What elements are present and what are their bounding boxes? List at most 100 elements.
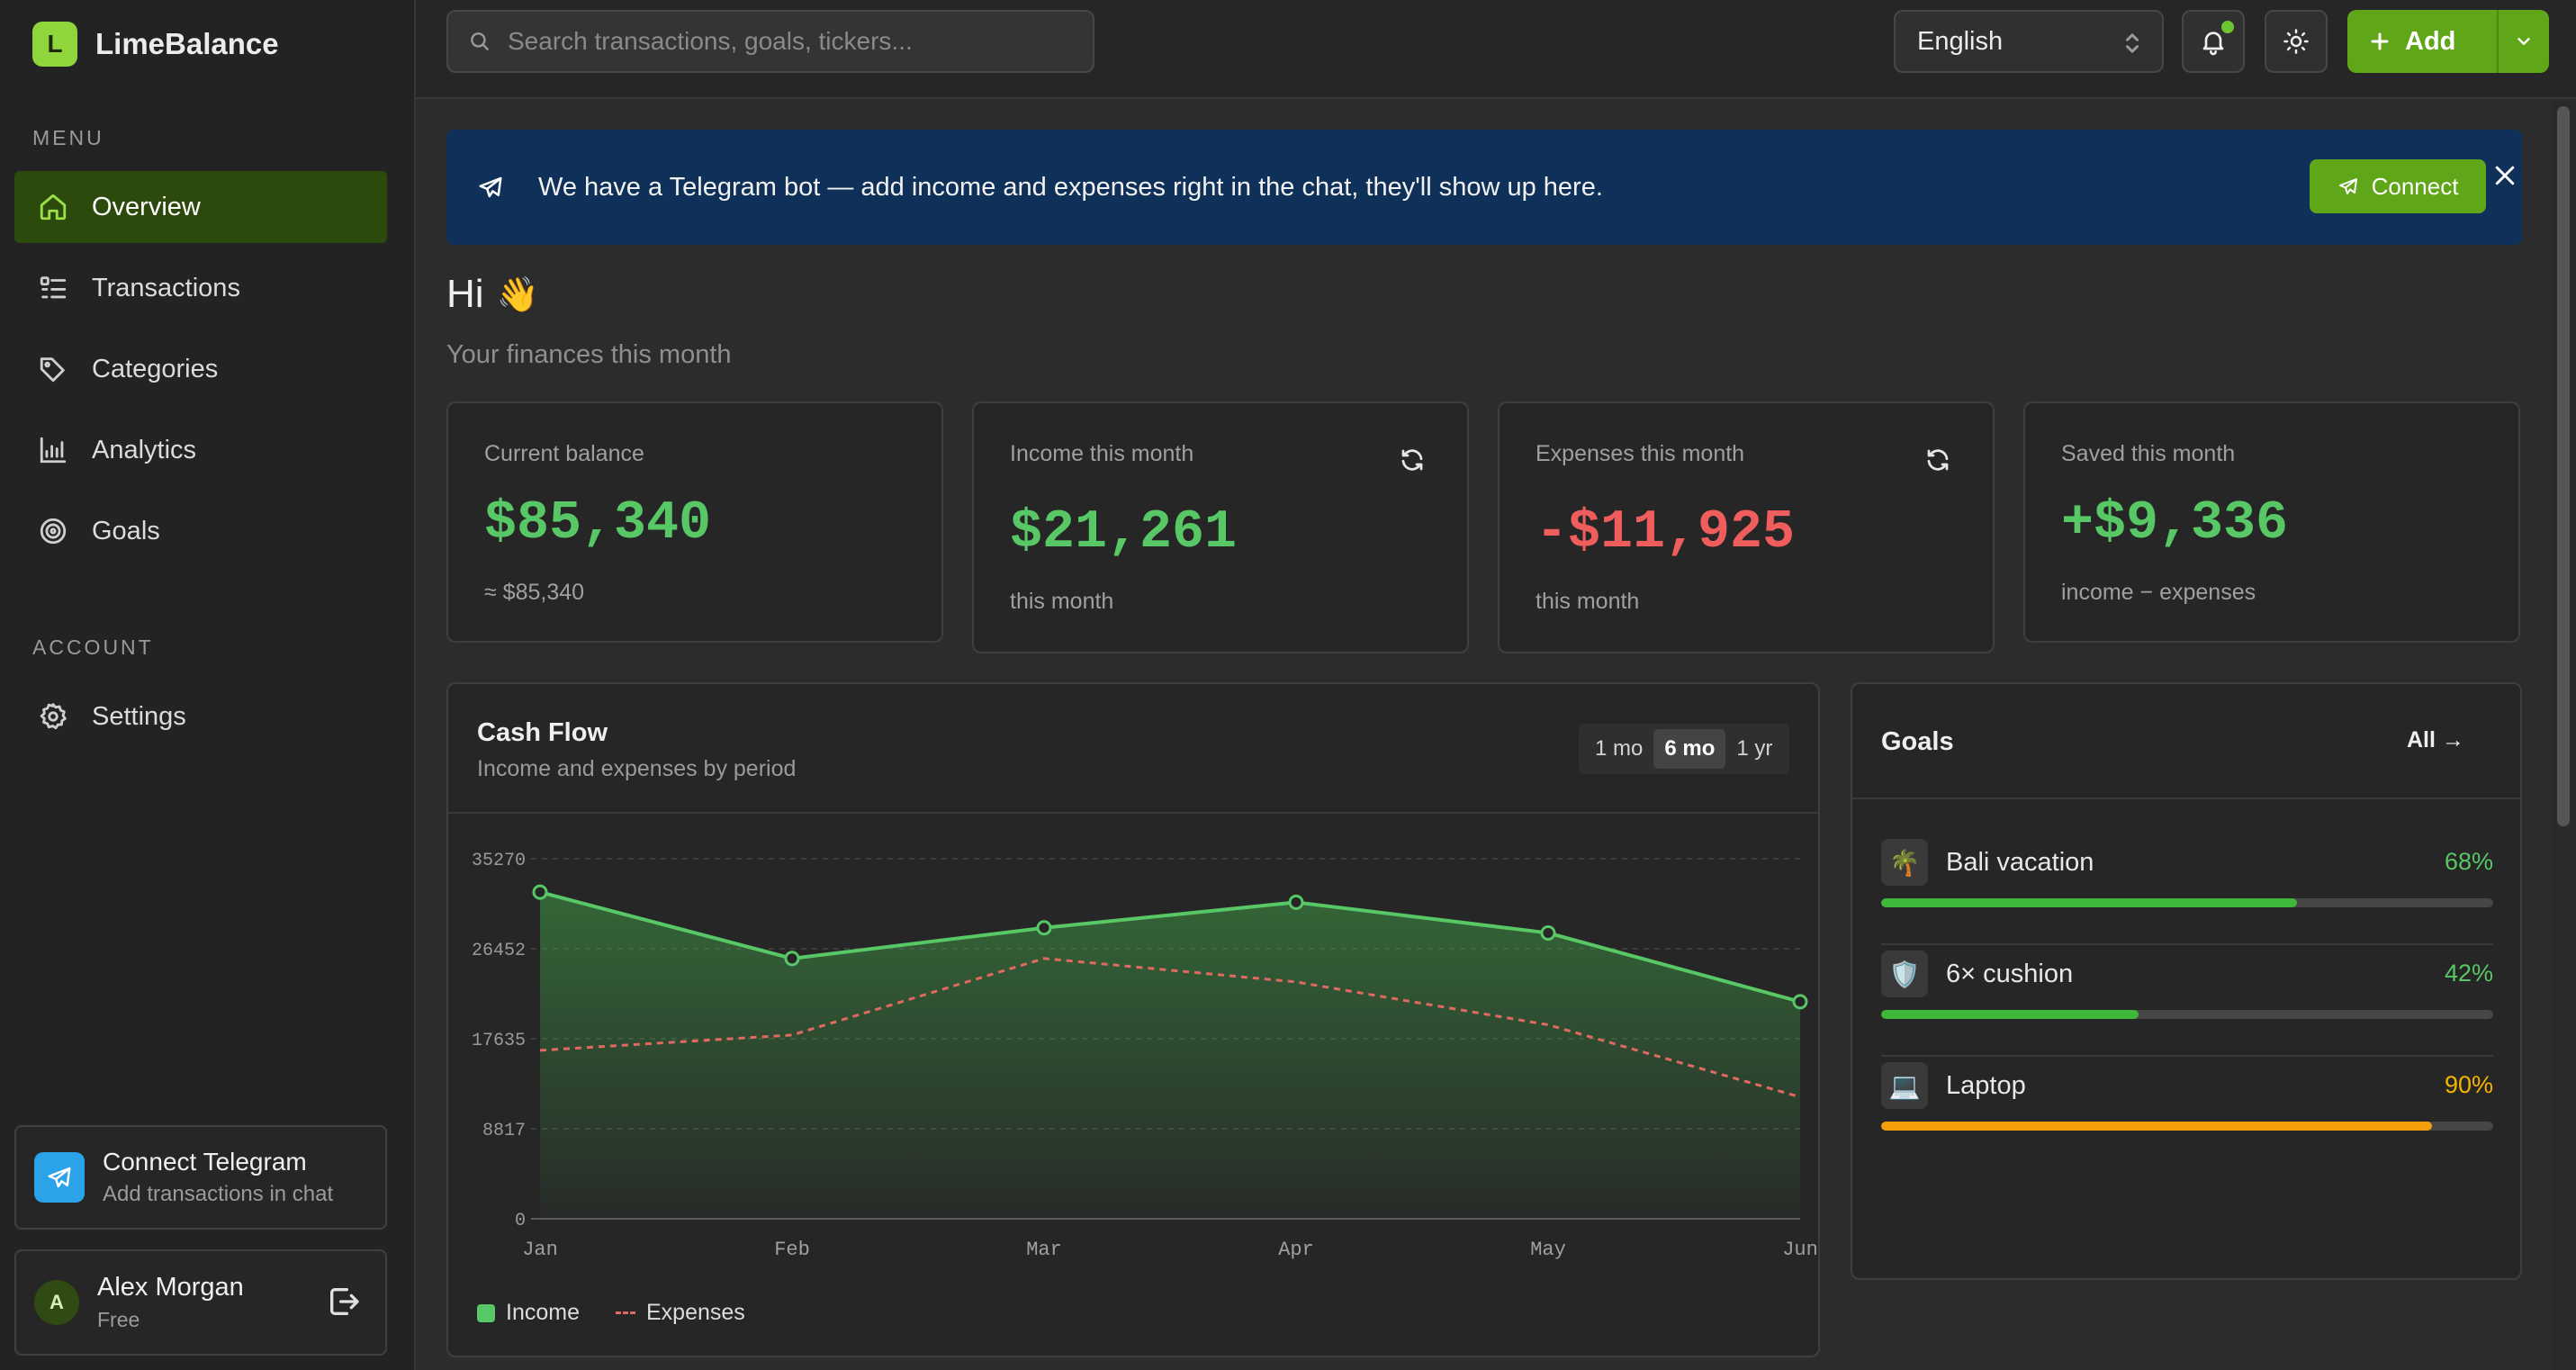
stat-sub: income − expenses bbox=[2061, 580, 2256, 605]
logout-icon bbox=[330, 1288, 359, 1315]
waving-hand-icon: 👋 bbox=[496, 274, 539, 314]
stat-sub: this month bbox=[1010, 589, 1114, 614]
greeting-text: Hi bbox=[446, 272, 484, 316]
sidebar-item-settings[interactable]: Settings bbox=[14, 680, 387, 753]
stat-label: Saved this month bbox=[2061, 441, 2236, 466]
x-tick-label: Apr bbox=[1278, 1239, 1314, 1261]
stat-value: $21,261 bbox=[1010, 502, 1238, 563]
x-tick-label: Jun bbox=[1782, 1239, 1818, 1261]
x-tick-label: May bbox=[1530, 1239, 1566, 1261]
sidebar-item-label: Overview bbox=[92, 192, 201, 221]
add-menu-toggle[interactable] bbox=[2497, 10, 2549, 73]
goal-name: Laptop bbox=[1946, 1071, 2026, 1100]
theme-toggle-button[interactable] bbox=[2265, 10, 2328, 73]
stat-label: Current balance bbox=[484, 441, 644, 466]
stat-card-balance: Current balance $85,340 ≈ $85,340 bbox=[446, 401, 943, 643]
list-icon bbox=[36, 271, 70, 305]
gear-icon bbox=[36, 699, 70, 734]
laptop-icon: 💻 bbox=[1881, 1062, 1928, 1109]
main-content: We have a Telegram bot — add income and … bbox=[416, 101, 2553, 1370]
income-point[interactable] bbox=[1792, 994, 1808, 1010]
x-tick-label: Mar bbox=[1026, 1239, 1062, 1261]
income-point[interactable] bbox=[1036, 920, 1052, 936]
goal-item[interactable]: 🌴 Bali vacation 68% bbox=[1881, 837, 2493, 927]
x-tick-label: Jan bbox=[522, 1239, 558, 1261]
search-input[interactable] bbox=[508, 27, 1084, 56]
user-card: A Alex Morgan Free bbox=[14, 1249, 387, 1356]
income-point[interactable] bbox=[532, 884, 548, 900]
avatar[interactable]: A bbox=[34, 1280, 79, 1325]
period-1yr-button[interactable]: 1 yr bbox=[1736, 736, 1773, 761]
logout-button[interactable] bbox=[326, 1284, 365, 1323]
goals-all-link[interactable]: All → bbox=[2407, 727, 2464, 753]
topbar: English Add bbox=[416, 0, 2576, 99]
search-box[interactable] bbox=[446, 10, 1094, 73]
sidebar-item-label: Transactions bbox=[92, 273, 240, 302]
income-point[interactable] bbox=[1288, 894, 1304, 910]
goal-name: 6× cushion bbox=[1946, 960, 2074, 988]
y-tick-label: 0 bbox=[515, 1211, 526, 1231]
income-point[interactable] bbox=[1540, 924, 1556, 941]
chevron-down-icon bbox=[2517, 38, 2530, 45]
bell-icon bbox=[2202, 32, 2224, 56]
scrollbar-thumb[interactable] bbox=[2557, 106, 2570, 826]
goal-item[interactable]: 💻 Laptop 90% bbox=[1881, 1060, 2493, 1150]
period-1mo-button[interactable]: 1 mo bbox=[1595, 736, 1644, 761]
period-switcher: 1 mo 6 mo 1 yr bbox=[1579, 724, 1789, 774]
goal-item[interactable]: 🛡️ 6× cushion 42% bbox=[1881, 949, 2493, 1039]
connect-button[interactable]: Connect bbox=[2310, 159, 2486, 213]
connect-telegram-subtitle: Add transactions in chat bbox=[103, 1182, 334, 1206]
sidebar: L LimeBalance MENU Overview Transactions… bbox=[0, 0, 416, 1370]
goal-progress-fill bbox=[1881, 898, 2298, 907]
x-tick-label: Feb bbox=[774, 1239, 810, 1261]
sidebar-item-categories[interactable]: Categories bbox=[14, 333, 387, 405]
brand-name: LimeBalance bbox=[95, 27, 279, 60]
connect-telegram-card[interactable]: Connect Telegram Add transactions in cha… bbox=[14, 1125, 387, 1230]
refresh-icon[interactable] bbox=[1924, 446, 1951, 473]
sidebar-item-analytics[interactable]: Analytics bbox=[14, 414, 387, 486]
account-section-label: ACCOUNT bbox=[32, 635, 154, 659]
stat-card-expenses: Expenses this month -$11,925 this month bbox=[1498, 401, 1995, 653]
goal-percent: 90% bbox=[2444, 1071, 2493, 1098]
legend-expenses-swatch bbox=[615, 1311, 635, 1314]
stat-card-saved: Saved this month +$9,336 income − expens… bbox=[2023, 401, 2520, 643]
cash-flow-card: Cash Flow Income and expenses by period … bbox=[446, 682, 1820, 1357]
telegram-icon bbox=[34, 1152, 85, 1203]
add-button[interactable]: Add bbox=[2347, 10, 2549, 73]
legend-income-swatch bbox=[477, 1303, 495, 1322]
legend-expenses-label: Expenses bbox=[645, 1300, 745, 1325]
sidebar-item-goals[interactable]: Goals bbox=[14, 495, 387, 567]
sun-icon bbox=[2283, 29, 2309, 54]
plus-icon bbox=[2371, 32, 2389, 50]
sidebar-item-label: Analytics bbox=[92, 435, 197, 464]
language-value: English bbox=[1917, 26, 2004, 56]
goals-card: Goals All → 🌴 Bali vacation 68% 🛡️ 6× cu… bbox=[1851, 682, 2522, 1280]
goal-progress-fill bbox=[1881, 1010, 2139, 1019]
period-6mo-button[interactable]: 6 mo bbox=[1653, 729, 1726, 769]
y-tick-label: 17635 bbox=[472, 1031, 526, 1051]
connect-button-label: Connect bbox=[2371, 172, 2459, 200]
goal-emoji: 🛡️ bbox=[1888, 959, 1921, 989]
language-select[interactable]: English bbox=[1894, 10, 2164, 73]
divider bbox=[1852, 798, 2520, 799]
stat-value: -$11,925 bbox=[1536, 502, 1796, 563]
brand[interactable]: L LimeBalance bbox=[32, 22, 279, 67]
stat-label: Income this month bbox=[1010, 441, 1194, 466]
main-scrollbar[interactable] bbox=[2553, 101, 2576, 1370]
notifications-button[interactable] bbox=[2182, 10, 2245, 73]
chevron-updown-icon bbox=[2126, 33, 2139, 53]
close-banner-button[interactable] bbox=[2491, 162, 2520, 191]
sidebar-item-transactions[interactable]: Transactions bbox=[14, 252, 387, 324]
income-area bbox=[540, 892, 1800, 1219]
stat-value: +$9,336 bbox=[2061, 493, 2289, 554]
y-tick-label: 26452 bbox=[472, 941, 526, 961]
refresh-icon[interactable] bbox=[1399, 446, 1426, 473]
income-point[interactable] bbox=[784, 951, 800, 967]
user-plan: Free bbox=[97, 1308, 140, 1331]
telegram-icon bbox=[2338, 178, 2357, 194]
sidebar-item-overview[interactable]: Overview bbox=[14, 171, 387, 243]
income-line bbox=[539, 890, 1801, 1004]
banner-text: We have a Telegram bot — add income and … bbox=[538, 172, 1603, 202]
sidebar-item-label: Categories bbox=[92, 354, 219, 383]
goal-progress-track bbox=[1881, 898, 2493, 907]
